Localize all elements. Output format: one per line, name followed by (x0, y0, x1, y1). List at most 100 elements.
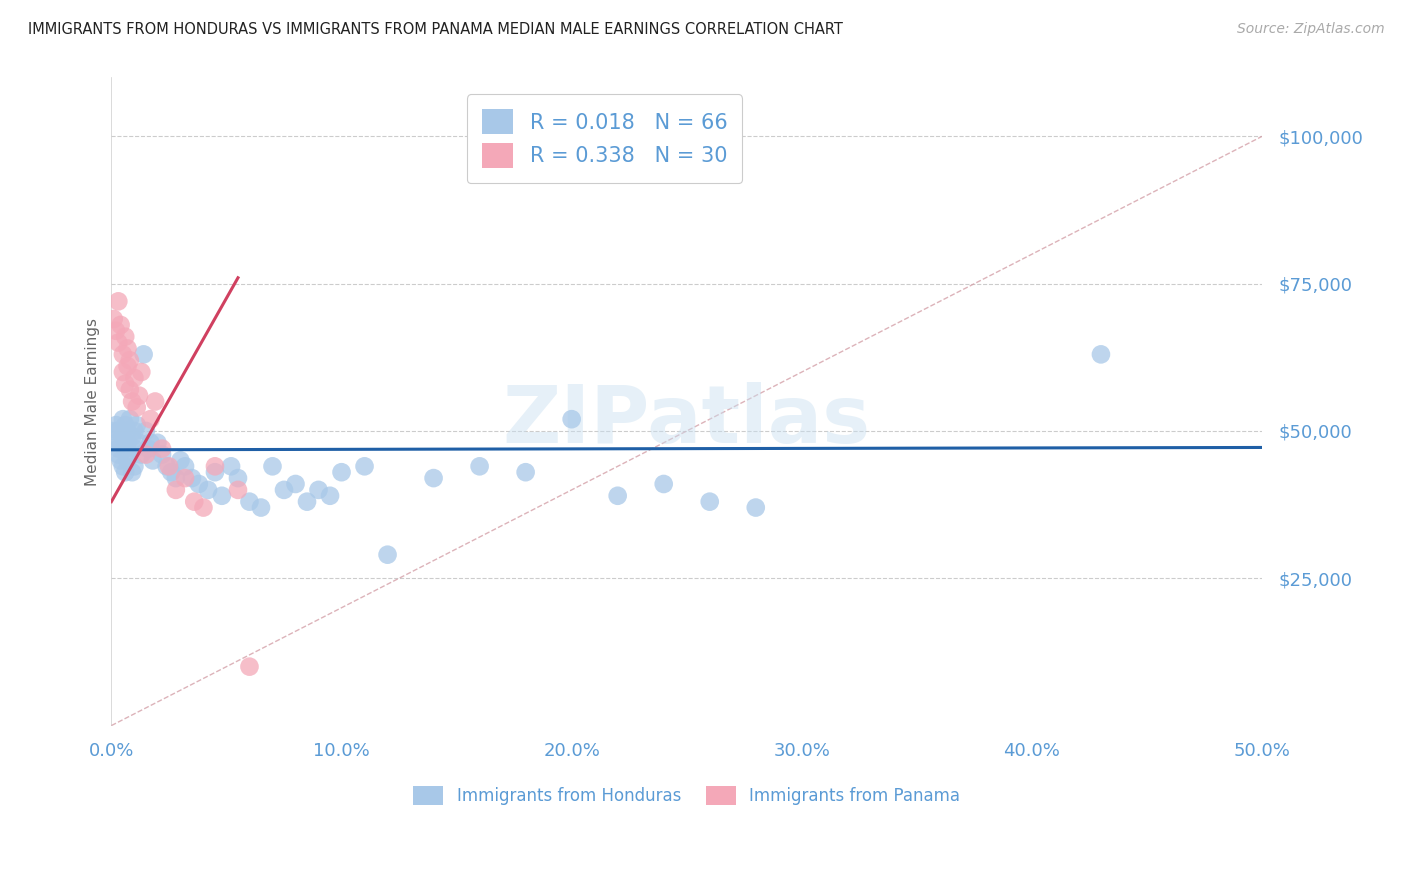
Point (156, 459, 179, 474)
Point (238, 659, 260, 673)
Point (107, 424, 129, 438)
Point (117, 435, 139, 450)
Point (211, 489, 233, 503)
Point (295, 494, 318, 508)
Point (131, 448, 153, 462)
Point (111, 430, 134, 444)
Point (117, 342, 139, 356)
Point (135, 424, 157, 438)
Text: Source: ZipAtlas.com: Source: ZipAtlas.com (1237, 22, 1385, 37)
Point (226, 483, 249, 497)
Point (111, 365, 134, 379)
Point (422, 471, 444, 485)
Point (174, 471, 197, 485)
Point (107, 448, 129, 462)
Point (124, 424, 146, 438)
Point (128, 435, 150, 450)
Point (110, 453, 132, 467)
Y-axis label: Median Male Earnings: Median Male Earnings (86, 318, 100, 485)
Point (114, 465, 136, 479)
Point (468, 459, 491, 474)
Point (105, 418, 128, 433)
Point (118, 383, 141, 397)
Point (273, 483, 295, 497)
Point (114, 418, 136, 433)
Point (330, 465, 353, 479)
Point (118, 448, 141, 462)
Point (319, 489, 342, 503)
Point (204, 459, 226, 474)
Point (377, 548, 399, 562)
Point (150, 442, 173, 456)
Point (139, 435, 162, 450)
Point (308, 483, 330, 497)
Point (745, 500, 768, 515)
Point (136, 442, 159, 456)
Point (124, 442, 146, 456)
Point (107, 335, 129, 350)
Point (135, 448, 157, 462)
Point (114, 376, 136, 391)
Point (219, 459, 242, 474)
Legend: Immigrants from Honduras, Immigrants from Panama: Immigrants from Honduras, Immigrants fro… (406, 780, 967, 812)
Point (114, 329, 136, 343)
Point (117, 424, 139, 438)
Point (143, 394, 166, 409)
Point (699, 494, 721, 508)
Point (150, 448, 173, 462)
Point (169, 453, 191, 467)
Point (121, 430, 143, 444)
Point (121, 394, 143, 409)
Point (107, 442, 129, 456)
Point (111, 347, 134, 361)
Point (238, 494, 260, 508)
Point (121, 465, 143, 479)
Point (1090, 347, 1112, 361)
Point (284, 477, 307, 491)
Point (160, 465, 183, 479)
Point (118, 353, 141, 368)
Point (652, 477, 675, 491)
Point (606, 489, 628, 503)
Point (165, 471, 187, 485)
Point (125, 401, 148, 415)
Point (193, 500, 215, 515)
Point (103, 312, 125, 326)
Point (197, 483, 219, 497)
Point (204, 465, 226, 479)
Text: ZIPatlas: ZIPatlas (502, 382, 870, 460)
Point (103, 424, 125, 438)
Point (353, 459, 375, 474)
Point (157, 459, 180, 474)
Point (111, 412, 134, 426)
Point (131, 365, 153, 379)
Point (105, 435, 128, 450)
Point (561, 412, 583, 426)
Point (174, 459, 197, 474)
Point (183, 494, 205, 508)
Point (110, 435, 132, 450)
Text: IMMIGRANTS FROM HONDURAS VS IMMIGRANTS FROM PANAMA MEDIAN MALE EARNINGS CORRELAT: IMMIGRANTS FROM HONDURAS VS IMMIGRANTS F… (28, 22, 844, 37)
Point (146, 435, 169, 450)
Point (124, 371, 146, 385)
Point (226, 471, 249, 485)
Point (107, 294, 129, 309)
Point (117, 453, 139, 467)
Point (187, 477, 209, 491)
Point (124, 459, 146, 474)
Point (139, 412, 162, 426)
Point (111, 459, 134, 474)
Point (118, 412, 141, 426)
Point (128, 389, 150, 403)
Point (132, 347, 155, 361)
Point (142, 453, 165, 467)
Point (515, 465, 537, 479)
Point (105, 324, 128, 338)
Point (110, 318, 132, 332)
Point (181, 471, 204, 485)
Point (117, 359, 139, 373)
Point (114, 442, 136, 456)
Point (165, 483, 187, 497)
Point (250, 500, 273, 515)
Point (125, 418, 148, 433)
